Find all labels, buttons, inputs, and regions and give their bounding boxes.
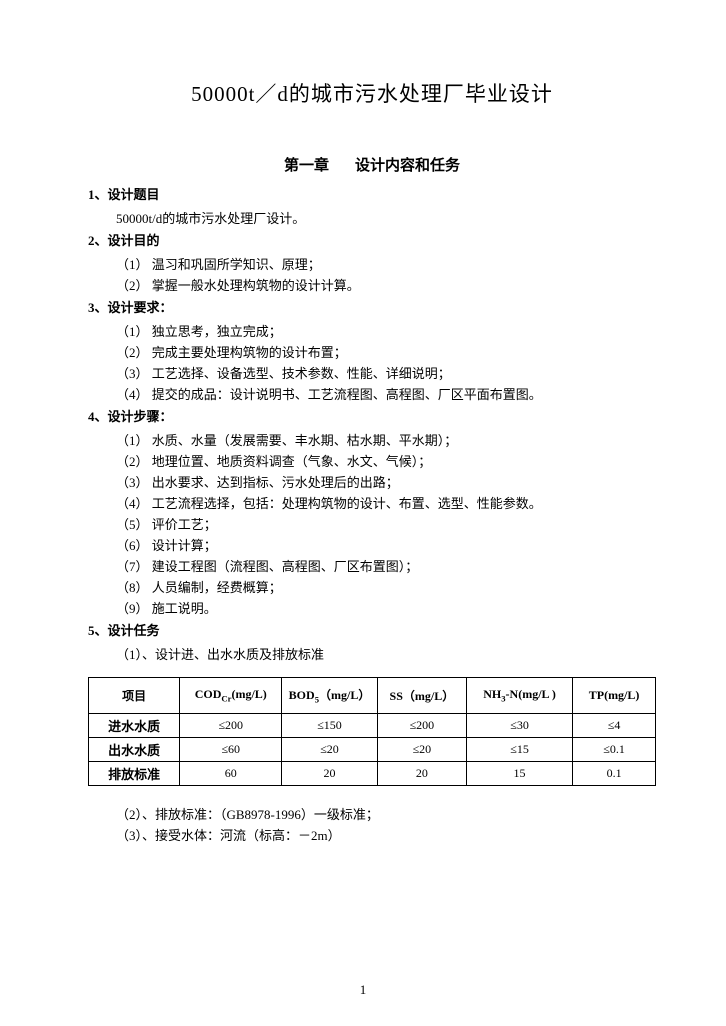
- section-1-head: 1、设计题目: [88, 185, 656, 206]
- page-number: 1: [0, 982, 726, 998]
- section-2-item-2: （2） 掌握一般水处理构筑物的设计计算。: [88, 275, 656, 296]
- cell: ≤4: [573, 713, 656, 737]
- section-4-item-7: （7） 建设工程图（流程图、高程图、厂区布置图）；: [88, 556, 656, 577]
- cell: 15: [466, 761, 572, 785]
- section-4-item-3: （3） 出水要求、达到指标、污水处理后的出路；: [88, 472, 656, 493]
- col-tp: TP(mg/L): [573, 677, 656, 713]
- section-5-sub-1: （1）、设计进、出水水质及排放标准: [88, 644, 656, 665]
- cell: 60: [180, 761, 282, 785]
- row-effluent-head: 出水水质: [89, 737, 180, 761]
- section-4-head: 4、设计步骤：: [88, 407, 656, 428]
- table-row: 出水水质 ≤60 ≤20 ≤20 ≤15 ≤0.1: [89, 737, 656, 761]
- section-4-item-5: （5） 评价工艺；: [88, 514, 656, 535]
- cell: 20: [377, 761, 466, 785]
- water-quality-table: 项目 CODCr(mg/L) BOD5（mg/L） SS（mg/L） NH3-N…: [88, 677, 656, 786]
- cell: ≤0.1: [573, 737, 656, 761]
- section-4-item-9: （9） 施工说明。: [88, 598, 656, 619]
- water-quality-table-wrap: 项目 CODCr(mg/L) BOD5（mg/L） SS（mg/L） NH3-N…: [88, 677, 656, 786]
- cell: ≤20: [377, 737, 466, 761]
- section-3-item-1: （1） 独立思考，独立完成；: [88, 321, 656, 342]
- section-4-item-1: （1） 水质、水量（发展需要、丰水期、枯水期、平水期）；: [88, 430, 656, 451]
- document-page: 50000t／d的城市污水处理厂毕业设计 第一章 设计内容和任务 1、设计题目 5…: [0, 0, 726, 846]
- cell: 0.1: [573, 761, 656, 785]
- row-standard-head: 排放标准: [89, 761, 180, 785]
- section-3-item-3: （3） 工艺选择、设备选型、技术参数、性能、详细说明；: [88, 363, 656, 384]
- section-1-line: 50000t/d的城市污水处理厂设计。: [88, 208, 656, 229]
- section-4-item-8: （8） 人员编制，经费概算；: [88, 577, 656, 598]
- cell: ≤150: [282, 713, 378, 737]
- table-row: 排放标准 60 20 20 15 0.1: [89, 761, 656, 785]
- cell: ≤20: [282, 737, 378, 761]
- col-ss: SS（mg/L）: [377, 677, 466, 713]
- row-influent-head: 进水水质: [89, 713, 180, 737]
- section-4-item-6: （6） 设计计算；: [88, 535, 656, 556]
- cell: 20: [282, 761, 378, 785]
- chapter-number: 第一章: [284, 158, 329, 174]
- cell: ≤15: [466, 737, 572, 761]
- col-item: 项目: [89, 677, 180, 713]
- section-3-item-4: （4） 提交的成品：设计说明书、工艺流程图、高程图、厂区平面布置图。: [88, 384, 656, 405]
- table-header-row: 项目 CODCr(mg/L) BOD5（mg/L） SS（mg/L） NH3-N…: [89, 677, 656, 713]
- section-4-item-4: （4） 工艺流程选择，包括：处理构筑物的设计、布置、选型、性能参数。: [88, 493, 656, 514]
- table-row: 进水水质 ≤200 ≤150 ≤200 ≤30 ≤4: [89, 713, 656, 737]
- col-cod: CODCr(mg/L): [180, 677, 282, 713]
- section-5-sub-2: （2）、排放标准：（GB8978-1996）一级标准；: [88, 804, 656, 825]
- col-nh3n: NH3-N(mg/L ): [466, 677, 572, 713]
- section-2-head: 2、设计目的: [88, 231, 656, 252]
- chapter-name: 设计内容和任务: [355, 158, 460, 174]
- section-5-head: 5、设计任务: [88, 621, 656, 642]
- cell: ≤200: [180, 713, 282, 737]
- section-3-item-2: （2） 完成主要处理构筑物的设计布置；: [88, 342, 656, 363]
- section-5-sub-3: （3）、接受水体：河流（标高：－2m）: [88, 825, 656, 846]
- cell: ≤30: [466, 713, 572, 737]
- col-bod: BOD5（mg/L）: [282, 677, 378, 713]
- chapter-heading: 第一章 设计内容和任务: [88, 154, 656, 175]
- cell: ≤200: [377, 713, 466, 737]
- cell: ≤60: [180, 737, 282, 761]
- section-4-item-2: （2） 地理位置、地质资料调查（气象、水文、气候）；: [88, 451, 656, 472]
- section-2-item-1: （1） 温习和巩固所学知识、原理；: [88, 254, 656, 275]
- document-title: 50000t／d的城市污水处理厂毕业设计: [88, 78, 656, 108]
- section-3-head: 3、设计要求：: [88, 298, 656, 319]
